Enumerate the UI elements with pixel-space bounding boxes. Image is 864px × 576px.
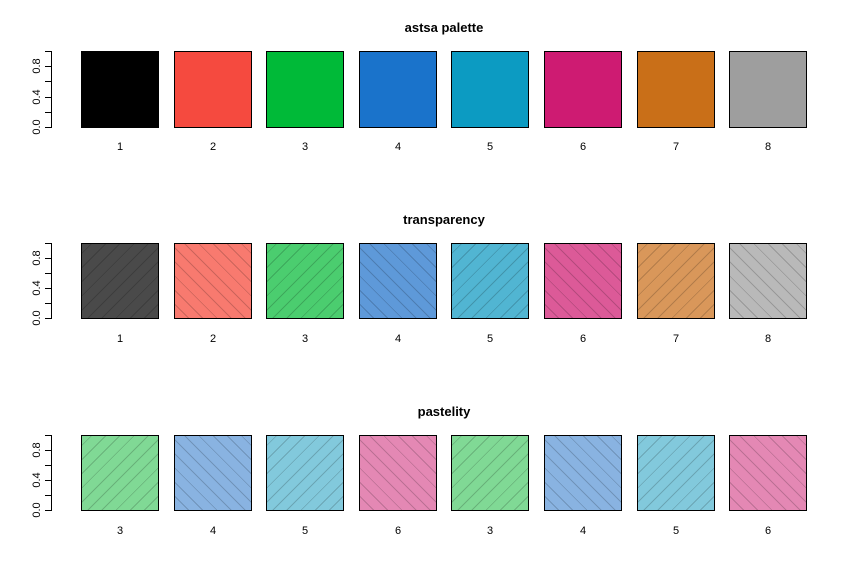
y-tick	[45, 465, 52, 466]
bar-color-swatch	[81, 51, 159, 128]
x-tick-label: 3	[301, 141, 309, 153]
x-tick-label: 8	[764, 333, 772, 345]
panel-title: astsa palette	[404, 20, 484, 35]
x-tick-label: 1	[116, 141, 124, 153]
y-axis-line	[51, 51, 52, 128]
y-tick-label: 0.0	[31, 502, 43, 518]
y-tick	[45, 258, 52, 259]
y-tick-label: 0.8	[31, 250, 43, 266]
y-tick	[45, 97, 52, 98]
y-tick	[45, 51, 52, 52]
bar-color-swatch	[729, 435, 807, 511]
y-tick	[45, 288, 52, 289]
x-tick-label: 6	[579, 333, 587, 345]
y-axis	[45, 51, 52, 128]
y-axis	[45, 435, 52, 511]
y-tick	[45, 510, 52, 511]
y-axis-line	[51, 435, 52, 511]
bar-color-swatch	[81, 435, 159, 511]
y-tick-label: 0.4	[31, 472, 43, 488]
x-tick-label: 8	[764, 141, 772, 153]
x-tick-label: 5	[486, 333, 494, 345]
bar-color-swatch	[359, 51, 437, 128]
bar-color-swatch	[451, 435, 529, 511]
x-tick-label: 6	[764, 525, 772, 537]
y-axis-line	[51, 243, 52, 319]
bar-color-swatch	[451, 243, 529, 319]
bar-color-swatch	[544, 435, 622, 511]
x-tick-label: 2	[209, 333, 217, 345]
y-tick	[45, 127, 52, 128]
bar-color-swatch	[81, 243, 159, 319]
x-tick-label: 3	[116, 525, 124, 537]
x-tick-label: 7	[672, 141, 680, 153]
y-tick	[45, 480, 52, 481]
y-tick-label: 0.8	[31, 442, 43, 458]
y-tick-label: 0.4	[31, 88, 43, 105]
y-tick-label: 0.0	[31, 310, 43, 326]
x-tick-label: 4	[579, 525, 587, 537]
x-tick-label: 6	[394, 525, 402, 537]
bar-color-swatch	[174, 435, 252, 511]
x-tick-label: 4	[394, 333, 402, 345]
y-tick	[45, 435, 52, 436]
x-tick-label: 4	[394, 141, 402, 153]
bar-color-swatch	[451, 51, 529, 128]
bar-color-swatch	[544, 51, 622, 128]
bar-color-swatch	[266, 243, 344, 319]
y-axis	[45, 243, 52, 319]
x-tick-label: 7	[672, 333, 680, 345]
y-tick	[45, 318, 52, 319]
x-tick-label: 3	[301, 333, 309, 345]
bar-color-swatch	[174, 243, 252, 319]
y-tick	[45, 112, 52, 113]
y-tick-label: 0.8	[31, 58, 43, 74]
bar-color-swatch	[266, 435, 344, 511]
x-tick-label: 6	[579, 141, 587, 153]
y-tick	[45, 273, 52, 274]
x-tick-label: 2	[209, 141, 217, 153]
y-tick	[45, 66, 52, 67]
bar-color-swatch	[637, 435, 715, 511]
bar-color-swatch	[174, 51, 252, 128]
bar-color-swatch	[359, 435, 437, 511]
x-tick-label: 5	[672, 525, 680, 537]
x-tick-label: 5	[486, 141, 494, 153]
bar-color-swatch	[729, 51, 807, 128]
x-tick-label: 4	[209, 525, 217, 537]
bar-color-swatch	[359, 243, 437, 319]
y-tick-label: 0.0	[31, 119, 43, 135]
y-tick	[45, 81, 52, 82]
x-tick-label: 3	[486, 525, 494, 537]
bar-color-swatch	[544, 243, 622, 319]
x-tick-label: 5	[301, 525, 309, 537]
y-tick	[45, 495, 52, 496]
panel-title: pastelity	[417, 404, 471, 419]
y-tick	[45, 450, 52, 451]
y-tick	[45, 243, 52, 244]
panel-title: transparency	[403, 212, 485, 227]
bar-color-swatch	[637, 243, 715, 319]
y-tick-label: 0.4	[31, 280, 43, 296]
x-tick-label: 1	[116, 333, 124, 345]
bar-color-swatch	[266, 51, 344, 128]
bar-color-swatch	[729, 243, 807, 319]
y-tick	[45, 303, 52, 304]
bar-color-swatch	[637, 51, 715, 128]
